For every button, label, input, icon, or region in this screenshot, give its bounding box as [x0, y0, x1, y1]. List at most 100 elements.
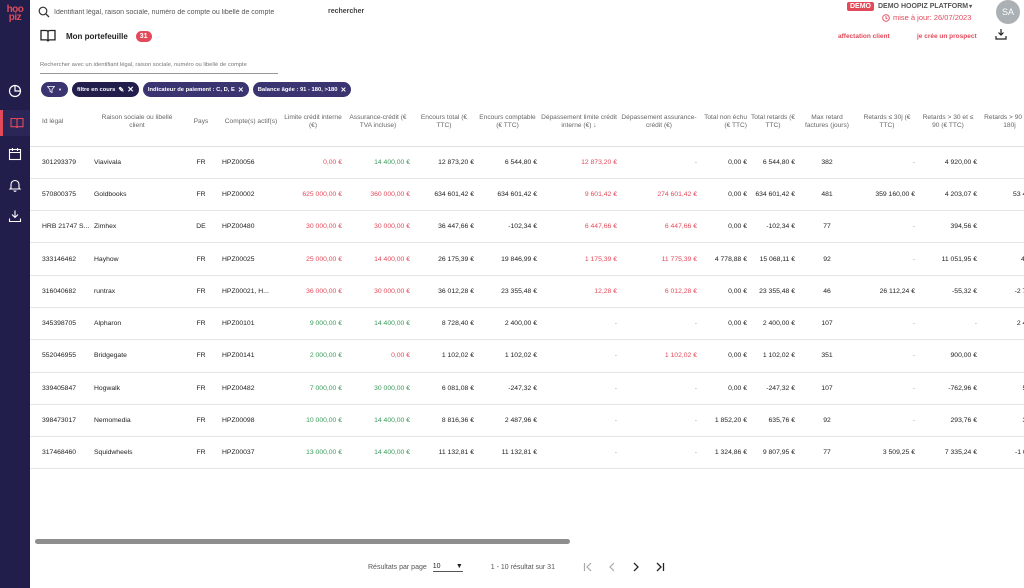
- cell-max-late-days: 92: [797, 404, 857, 438]
- cell-legal-id[interactable]: HRB 21747 S...: [30, 210, 92, 244]
- sidebar-item-notifications[interactable]: [0, 172, 30, 198]
- horizontal-scrollbar[interactable]: [35, 539, 570, 544]
- cell-company-name[interactable]: Goldbooks: [92, 178, 182, 212]
- cell-accounting-outstanding: 23 355,48 €: [476, 275, 539, 308]
- col-header-company-name[interactable]: Raison sociale ou libellé client: [92, 98, 182, 147]
- cell-legal-id[interactable]: 301293379: [30, 146, 92, 179]
- download-icon: [8, 210, 22, 223]
- cell-total-late: 23 355,48 €: [749, 275, 797, 308]
- col-header-late-90[interactable]: Retards > 30 et ≤ 90 (€ TTC): [917, 98, 979, 147]
- table-row[interactable]: 398473017 Nemomedia FR HPZ00098 10 000,00 €1…: [30, 404, 1024, 438]
- cell-company-name[interactable]: Bridgegate: [92, 339, 182, 373]
- avatar[interactable]: SA: [996, 0, 1020, 24]
- next-page-icon[interactable]: [631, 562, 641, 572]
- cell-company-name[interactable]: Hayhow: [92, 242, 182, 276]
- close-icon[interactable]: ✕: [127, 85, 134, 94]
- cell-total-outstanding: 634 601,42 €: [412, 178, 476, 212]
- table-row[interactable]: 570800375 Goldbooks FR HPZ00002 625 000,00 €…: [30, 178, 1024, 212]
- col-header-limit-overrun[interactable]: Dépassement limite crédit interne (€) ↓: [539, 98, 619, 147]
- cell-credit-insurance: 30 000,00 €: [344, 275, 412, 308]
- cell-max-late-days: 46: [797, 275, 857, 308]
- assign-client-link[interactable]: affectation client: [838, 33, 890, 40]
- table-row[interactable]: 345398705 Alpharon FR HPZ00101 9 000,00 €14 …: [30, 307, 1024, 341]
- cell-credit-insurance: 14 400,00 €: [344, 404, 412, 438]
- cell-late-180: 4 016: [979, 242, 1024, 276]
- sidebar-item-exports[interactable]: [0, 203, 30, 229]
- cell-legal-id[interactable]: 552046955: [30, 339, 92, 373]
- cell-legal-id[interactable]: 339405847: [30, 372, 92, 405]
- cell-legal-id[interactable]: 316040682: [30, 275, 92, 308]
- cell-company-name[interactable]: Hogwalk: [92, 372, 182, 405]
- per-page-select[interactable]: 10 ▼: [432, 563, 463, 572]
- cell-late-180: 2 400,(: [979, 307, 1024, 341]
- table-row[interactable]: 552046955 Bridgegate FR HPZ00141 2 000,00 €0…: [30, 339, 1024, 373]
- filter-menu-button[interactable]: ▼: [41, 82, 68, 97]
- cell-company-name[interactable]: Nemomedia: [92, 404, 182, 438]
- download-icon[interactable]: [995, 28, 1007, 40]
- cell-insurance-overrun: 1 102,02 €: [619, 339, 699, 373]
- col-header-country[interactable]: Pays: [182, 98, 220, 147]
- cell-total-late: 9 807,95 €: [749, 436, 797, 470]
- sidebar-item-dashboard[interactable]: [0, 78, 30, 104]
- cell-insurance-overrun: -: [619, 404, 699, 438]
- col-header-late-30[interactable]: Retards ≤ 30j (€ TTC): [857, 98, 917, 147]
- platform-selector[interactable]: DEMO DEMO HOOPIZ PLATFORM ▾: [847, 2, 972, 11]
- col-header-insurance-overrun[interactable]: Dépassement assurance-crédit (€): [619, 98, 699, 147]
- col-header-late-180[interactable]: Retards > 90 et ≤ 180j: [979, 98, 1024, 147]
- col-header-not-due[interactable]: Total non échu (€ TTC): [699, 98, 749, 147]
- chip-label: Balance âgée : 91 - 180, >180: [257, 86, 338, 93]
- col-header-max-late-days[interactable]: Max retard factures (jours): [797, 98, 857, 147]
- table-row[interactable]: HRB 21747 S... Zimhex DE HPZ00480 30 000,00 …: [30, 210, 1024, 244]
- sort-desc-icon[interactable]: ↓: [593, 121, 597, 129]
- last-page-icon[interactable]: [655, 562, 665, 572]
- close-icon[interactable]: ✕: [237, 86, 244, 94]
- cell-legal-id[interactable]: 398473017: [30, 404, 92, 438]
- cell-company-name[interactable]: Alpharon: [92, 307, 182, 341]
- search-icon: [38, 6, 50, 18]
- table-row[interactable]: 301293379 Viavivala FR HPZ00056 0,00 €14 400…: [30, 146, 1024, 179]
- col-header-total-late[interactable]: Total retards (€ TTC): [749, 98, 797, 147]
- col-header-total-outstanding[interactable]: Encours total (€ TTC): [412, 98, 476, 147]
- filter-chip-current[interactable]: filtre en cours ✎ ✕: [71, 82, 139, 97]
- chevron-down-icon: ▾: [969, 4, 973, 10]
- cell-legal-id[interactable]: 345398705: [30, 307, 92, 341]
- cell-late-180: 342,(: [979, 404, 1024, 438]
- pencil-icon[interactable]: ✎: [118, 86, 125, 94]
- col-header-accounting-outstanding[interactable]: Encours comptable (€ TTC): [476, 98, 539, 147]
- search-button[interactable]: rechercher: [328, 8, 365, 15]
- create-prospect-link[interactable]: je crée un prospect: [917, 33, 977, 40]
- sidebar-item-calendar[interactable]: [0, 141, 30, 167]
- app-logo[interactable]: hoo piz: [6, 4, 24, 23]
- first-page-icon[interactable]: [583, 562, 593, 572]
- cell-company-name[interactable]: Zimhex: [92, 210, 182, 244]
- col-header-accounts[interactable]: Compte(s) actif(s): [220, 98, 282, 147]
- sidebar-item-portfolio[interactable]: [0, 110, 30, 136]
- previous-page-icon[interactable]: [607, 562, 617, 572]
- filter-chip-aged-balance[interactable]: Balance âgée : 91 - 180, >180 ✕: [252, 82, 352, 97]
- cell-country: FR: [182, 178, 220, 212]
- cell-company-name[interactable]: Squidwheels: [92, 436, 182, 470]
- table-row[interactable]: 339405847 Hogwalk FR HPZ00482 7 000,00 €30 0…: [30, 372, 1024, 405]
- cell-accounts: HPZ00021, H...: [220, 275, 282, 308]
- cell-legal-id[interactable]: 570800375: [30, 178, 92, 212]
- col-header-internal-credit-limit[interactable]: Limite crédit interne (€): [282, 98, 344, 147]
- portfolio-search-input[interactable]: [40, 62, 278, 68]
- cell-company-name[interactable]: runtrax: [92, 275, 182, 308]
- cell-legal-id[interactable]: 317468460: [30, 436, 92, 470]
- cell-company-name[interactable]: Viavivala: [92, 146, 182, 179]
- global-search-input[interactable]: [54, 8, 324, 16]
- table-row[interactable]: 317468460 Squidwheels FR HPZ00037 13 000,00 …: [30, 436, 1024, 470]
- cell-accounts: HPZ00002: [220, 178, 282, 212]
- cell-internal-credit-limit: 25 000,00 €: [282, 242, 344, 276]
- update-text: mise à jour: 26/07/2023: [893, 13, 972, 22]
- cell-credit-insurance: 360 000,00 €: [344, 178, 412, 212]
- table-row[interactable]: 333146462 Hayhow FR HPZ00025 25 000,00 €14 4…: [30, 242, 1024, 276]
- close-icon[interactable]: ✕: [340, 86, 347, 94]
- col-header-credit-insurance[interactable]: Assurance-crédit (€ TVA incluse): [344, 98, 412, 147]
- table-row[interactable]: 316040682 runtrax FR HPZ00021, H... 36 000,0…: [30, 275, 1024, 308]
- chip-label: filtre en cours: [76, 86, 116, 93]
- cell-accounts: HPZ00101: [220, 307, 282, 341]
- cell-legal-id[interactable]: 333146462: [30, 242, 92, 276]
- col-header-legal-id[interactable]: Id légal: [30, 98, 92, 147]
- filter-chip-payment-indicator[interactable]: Indicateur de paiement : C, D, E ✕: [142, 82, 249, 97]
